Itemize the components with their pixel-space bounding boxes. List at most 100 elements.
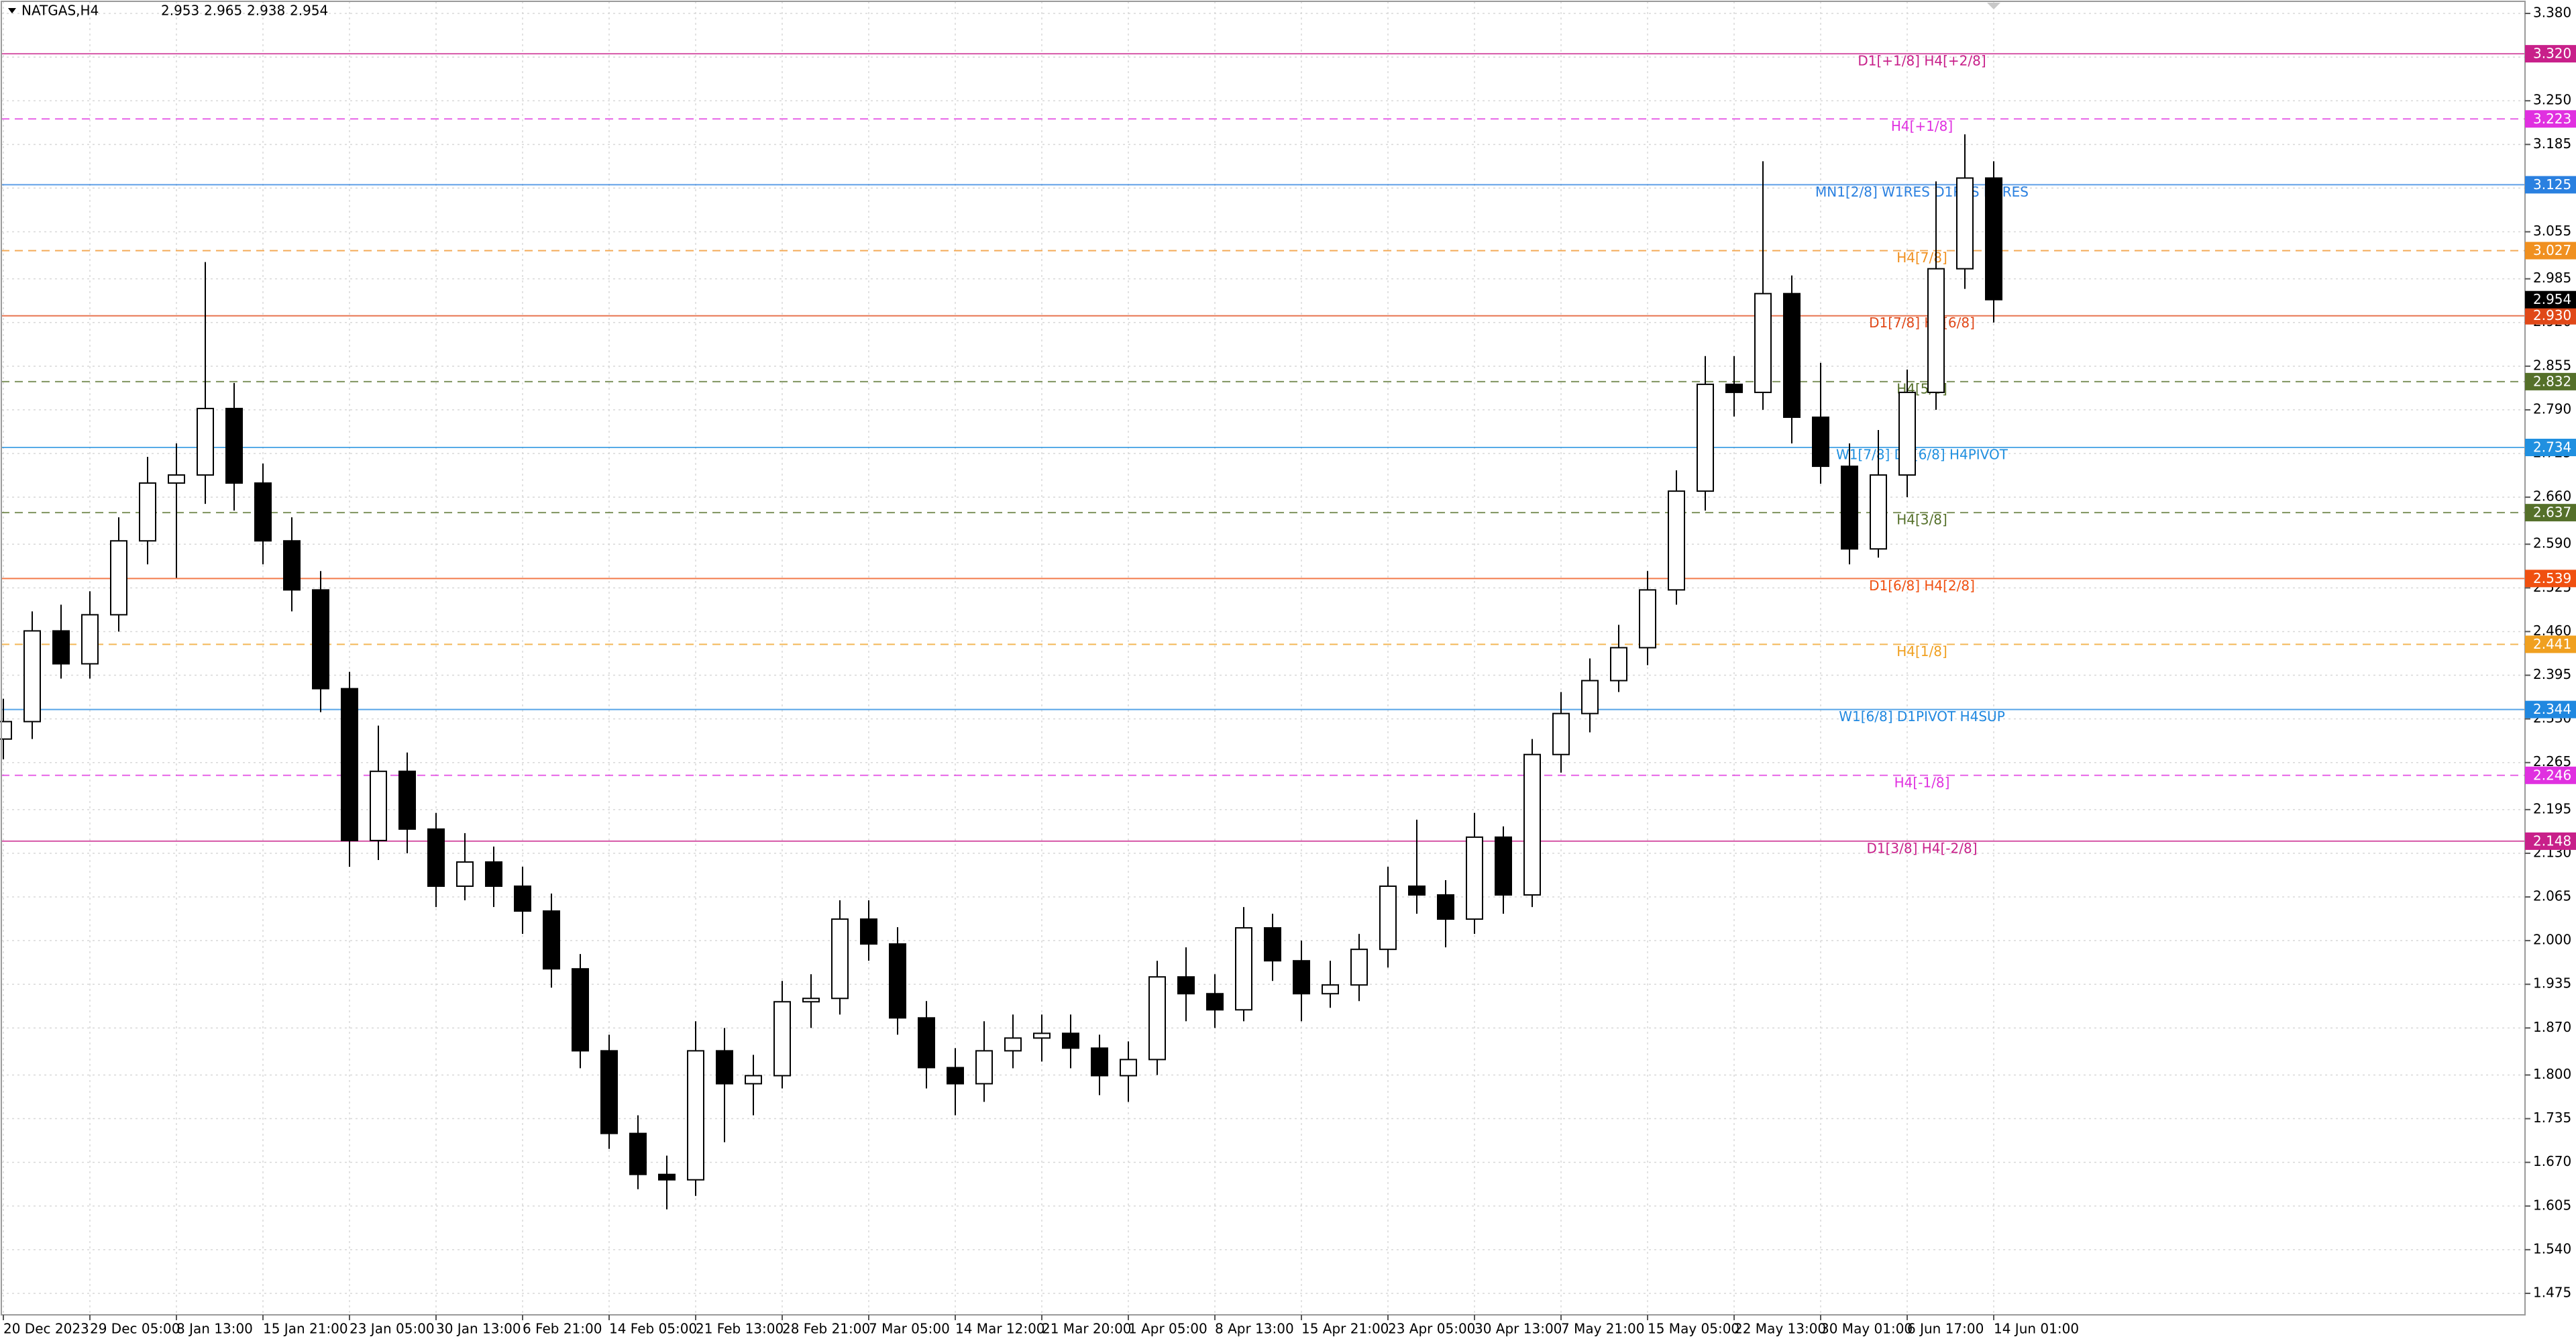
x-tick-label: 15 May 05:00 [1648, 1321, 1739, 1337]
candle-body [687, 1050, 704, 1181]
candle-body [225, 407, 243, 484]
y-tick-label: 1.870 [2533, 1019, 2571, 1035]
x-tick-label: 8 Jan 13:00 [176, 1321, 253, 1337]
price-tag [2525, 290, 2576, 309]
level-tag-label: 2.930 [2533, 307, 2571, 323]
x-tick-label: 22 May 13:00 [1734, 1321, 1826, 1337]
level-tag [2525, 372, 2576, 390]
candle-body [1148, 976, 1166, 1061]
candle-body [1754, 292, 1772, 393]
header-arrow [8, 8, 16, 13]
candle-body [1379, 886, 1397, 951]
level-label: D1[7/8] H4[6/8] [1869, 315, 1975, 331]
y-tick-label: 3.185 [2533, 136, 2571, 152]
level-label: H4[-1/8] [1894, 774, 1950, 790]
candle-body [254, 482, 272, 542]
level-tag-label: 2.539 [2533, 570, 2571, 586]
candle-body [1004, 1037, 1022, 1052]
candle-body [0, 720, 12, 740]
x-tick-label: 6 Feb 21:00 [523, 1321, 602, 1337]
candle-body [1725, 383, 1743, 393]
candle-body [1552, 712, 1570, 755]
level-tag [2525, 832, 2576, 850]
level-tag-label: 3.320 [2533, 46, 2571, 62]
candle-body [947, 1067, 964, 1085]
level-tag [2525, 570, 2576, 588]
candle-body [572, 968, 589, 1052]
y-tick-label: 2.790 [2533, 400, 2571, 417]
x-tick-label: 7 May 21:00 [1561, 1321, 1644, 1337]
symbol: NATGAS,H4 [21, 3, 99, 19]
candle-body [197, 407, 214, 476]
candle-body [1639, 589, 1656, 649]
header-value: 2.954 [290, 3, 328, 19]
x-tick-label: 20 Dec 2023 [3, 1321, 89, 1337]
candle-body [341, 688, 358, 841]
candle-body [543, 910, 560, 970]
candle-body [716, 1050, 733, 1085]
y-tick-label: 1.540 [2533, 1240, 2571, 1256]
candle-body [918, 1017, 935, 1069]
x-tick-label: 23 Jan 05:00 [350, 1321, 435, 1337]
candle-body [1322, 984, 1339, 995]
x-tick-label: 14 Jun 01:00 [1994, 1321, 2079, 1337]
candle-body [831, 918, 849, 1000]
candle-body [1610, 647, 1627, 682]
level-tag [2525, 110, 2576, 128]
x-tick-label: 21 Feb 13:00 [696, 1321, 784, 1337]
level-label: D1[+1/8] H4[+2/8] [1858, 53, 1986, 69]
candle-body [1783, 292, 1801, 418]
x-tick-label: 30 Jan 13:00 [436, 1321, 521, 1337]
y-tick-label: 1.670 [2533, 1153, 2571, 1169]
candle-body [1870, 474, 1887, 550]
candle-body [1466, 836, 1483, 920]
candle-body [1264, 927, 1281, 962]
level-label: W1[7/8] D1[6/8] H4PIVOT [1836, 447, 2008, 463]
candle-body [773, 1001, 791, 1077]
candle-body [456, 861, 474, 888]
candle-body [1120, 1059, 1137, 1077]
candle-body [1581, 680, 1599, 714]
candle-body [1293, 960, 1310, 995]
candle-body [427, 828, 445, 888]
candle-body [1956, 177, 1974, 270]
plot-frame [1, 1, 2526, 1316]
x-tick-label: 15 Jan 21:00 [263, 1321, 348, 1337]
candle-body [1033, 1032, 1051, 1039]
level-tag-label: 3.027 [2533, 242, 2571, 258]
level-tag [2525, 242, 2576, 260]
y-tick-label: 3.380 [2533, 5, 2571, 21]
candle-body [139, 482, 156, 542]
header-value: 2.938 [247, 3, 285, 19]
y-tick-label: 3.055 [2533, 223, 2571, 239]
level-tag-label: 3.125 [2533, 176, 2571, 193]
candle-body [514, 886, 531, 912]
candle-body [1898, 391, 1916, 476]
y-tick-label: 2.660 [2533, 488, 2571, 504]
level-label: H4[1/8] [1896, 643, 1947, 659]
shift-marker [1987, 3, 2000, 9]
level-label: D1[6/8] H4[2/8] [1869, 578, 1975, 594]
x-tick-label: 29 Dec 05:00 [90, 1321, 180, 1337]
level-tag [2525, 439, 2576, 457]
candle-body [370, 770, 387, 841]
candle-body [802, 998, 820, 1003]
candle-body [1668, 490, 1685, 591]
x-tick-label: 14 Mar 12:00 [955, 1321, 1045, 1337]
candle-body [1062, 1032, 1079, 1049]
level-tag [2525, 700, 2576, 718]
candle-body [629, 1132, 647, 1175]
header: NATGAS,H4 [8, 3, 99, 19]
level-tag [2525, 307, 2576, 325]
candle-body [1985, 177, 2002, 301]
candle-body [600, 1050, 618, 1134]
x-tick-label: 8 Apr 13:00 [1215, 1321, 1294, 1337]
y-tick-label: 1.475 [2533, 1284, 2571, 1300]
candle-body [1408, 886, 1426, 896]
candle-body [1177, 976, 1195, 995]
x-tick-label: 6 Jun 17:00 [1907, 1321, 1984, 1337]
grid [1, 1, 2525, 1315]
